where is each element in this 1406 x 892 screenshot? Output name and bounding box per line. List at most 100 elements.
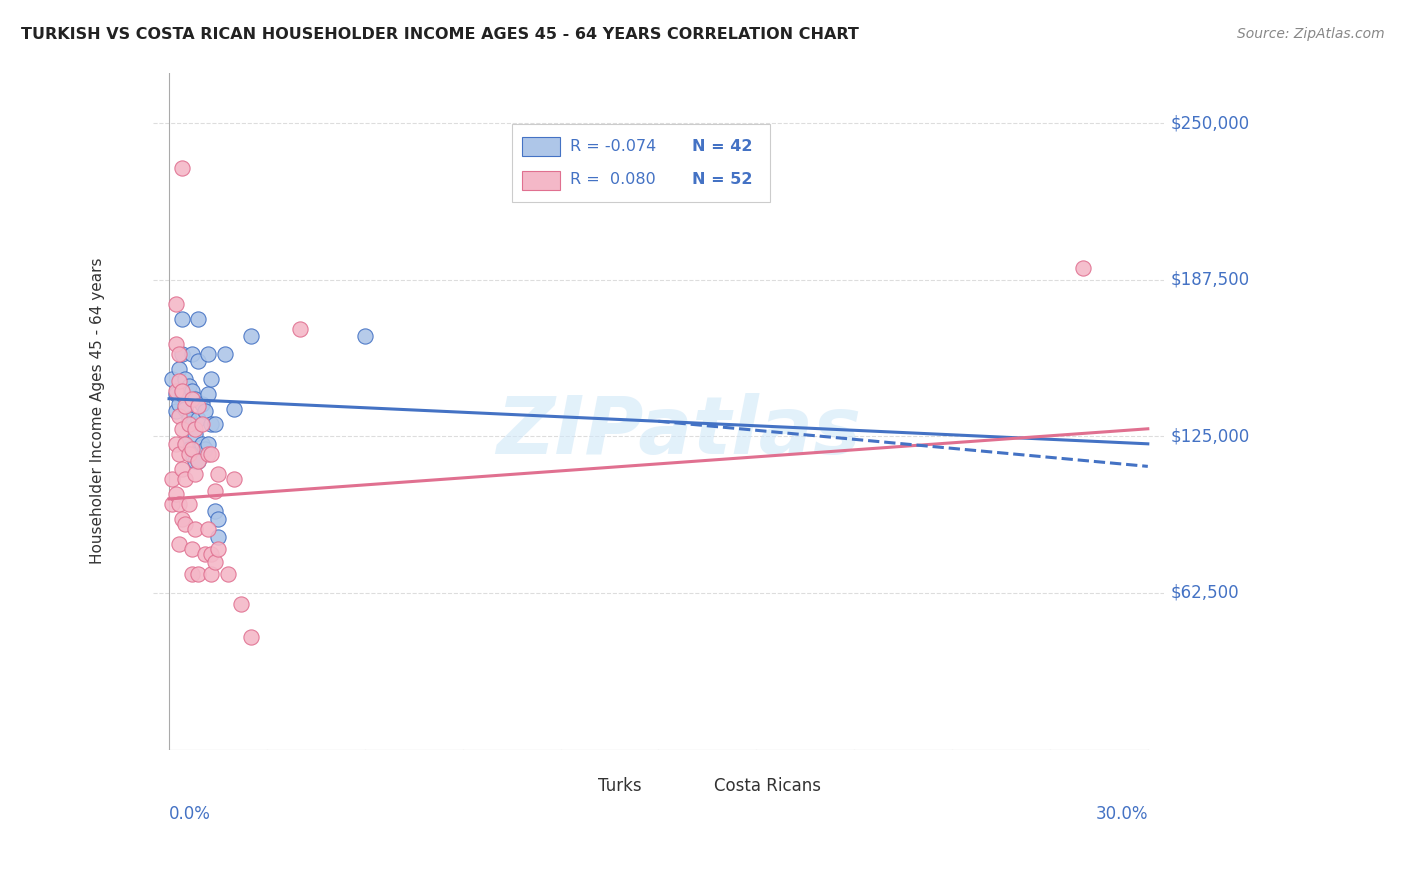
Point [194, 547, 217, 561]
Point [204, 555, 226, 569]
Point [162, 372, 184, 386]
Point [204, 504, 226, 518]
Point [187, 454, 209, 468]
Point [172, 462, 194, 476]
Point [174, 516, 197, 531]
Bar [562, 779, 591, 794]
Point [177, 497, 200, 511]
Point [174, 401, 197, 416]
Point [214, 346, 236, 360]
Text: Source: ZipAtlas.com: Source: ZipAtlas.com [1237, 27, 1385, 41]
Point [200, 547, 222, 561]
Point [200, 417, 222, 431]
Point [187, 354, 209, 368]
Point [165, 336, 187, 351]
Point [229, 597, 252, 611]
Text: R = -0.074: R = -0.074 [571, 138, 657, 153]
Text: R =  0.080: R = 0.080 [571, 172, 657, 187]
Text: Householder Income Ages 45 - 64 years: Householder Income Ages 45 - 64 years [90, 258, 104, 565]
Point [197, 346, 219, 360]
Point [180, 447, 202, 461]
Point [180, 542, 202, 557]
Text: ZIPatlas: ZIPatlas [496, 392, 860, 471]
Point [187, 311, 209, 326]
Point [207, 529, 229, 543]
Point [177, 447, 200, 461]
Point [180, 417, 202, 431]
Text: 30.0%: 30.0% [1095, 805, 1147, 822]
Point [204, 484, 226, 499]
Point [167, 537, 190, 551]
Point [180, 392, 202, 406]
Point [184, 422, 207, 436]
Point [187, 567, 209, 582]
Point [184, 392, 207, 406]
Text: 0.0%: 0.0% [169, 805, 211, 822]
Point [353, 329, 375, 343]
Point [167, 346, 190, 360]
Bar [522, 171, 561, 190]
Point [177, 442, 200, 456]
Point [180, 384, 202, 399]
Point [194, 442, 217, 456]
Point [197, 437, 219, 451]
Point [172, 384, 194, 399]
Point [239, 329, 262, 343]
Point [172, 386, 194, 401]
Point [224, 472, 246, 486]
Point [172, 512, 194, 526]
Point [162, 497, 184, 511]
Point [167, 397, 190, 411]
Point [172, 422, 194, 436]
Point [197, 522, 219, 536]
Point [177, 379, 200, 393]
Bar [512, 124, 769, 202]
Point [288, 321, 311, 335]
Point [190, 417, 212, 431]
Point [190, 437, 212, 451]
Point [197, 447, 219, 461]
Point [180, 346, 202, 360]
Point [174, 399, 197, 413]
Point [177, 417, 200, 431]
Point [239, 630, 262, 644]
Point [224, 401, 246, 416]
Point [184, 522, 207, 536]
Point [162, 472, 184, 486]
Text: $62,500: $62,500 [1171, 584, 1239, 602]
Point [217, 567, 239, 582]
Point [165, 296, 187, 310]
Point [167, 409, 190, 424]
Point [165, 384, 187, 399]
Point [187, 454, 209, 468]
Point [187, 411, 209, 425]
Point [204, 417, 226, 431]
Text: Turks: Turks [598, 777, 641, 795]
Text: $187,500: $187,500 [1171, 270, 1250, 289]
Bar [522, 137, 561, 156]
Point [167, 374, 190, 388]
Point [1071, 261, 1094, 276]
Point [177, 411, 200, 425]
Point [200, 447, 222, 461]
Point [167, 447, 190, 461]
Point [184, 426, 207, 441]
Text: N = 52: N = 52 [692, 172, 752, 187]
Text: N = 42: N = 42 [692, 138, 752, 153]
Point [200, 567, 222, 582]
Text: $250,000: $250,000 [1171, 114, 1250, 132]
Point [172, 311, 194, 326]
Point [184, 467, 207, 481]
Point [174, 437, 197, 451]
Point [165, 386, 187, 401]
Text: Costa Ricans: Costa Ricans [714, 777, 821, 795]
Point [165, 437, 187, 451]
Point [180, 442, 202, 456]
Point [200, 372, 222, 386]
Point [165, 487, 187, 501]
Point [184, 454, 207, 468]
Point [207, 467, 229, 481]
Point [174, 437, 197, 451]
Point [172, 161, 194, 176]
Point [167, 497, 190, 511]
